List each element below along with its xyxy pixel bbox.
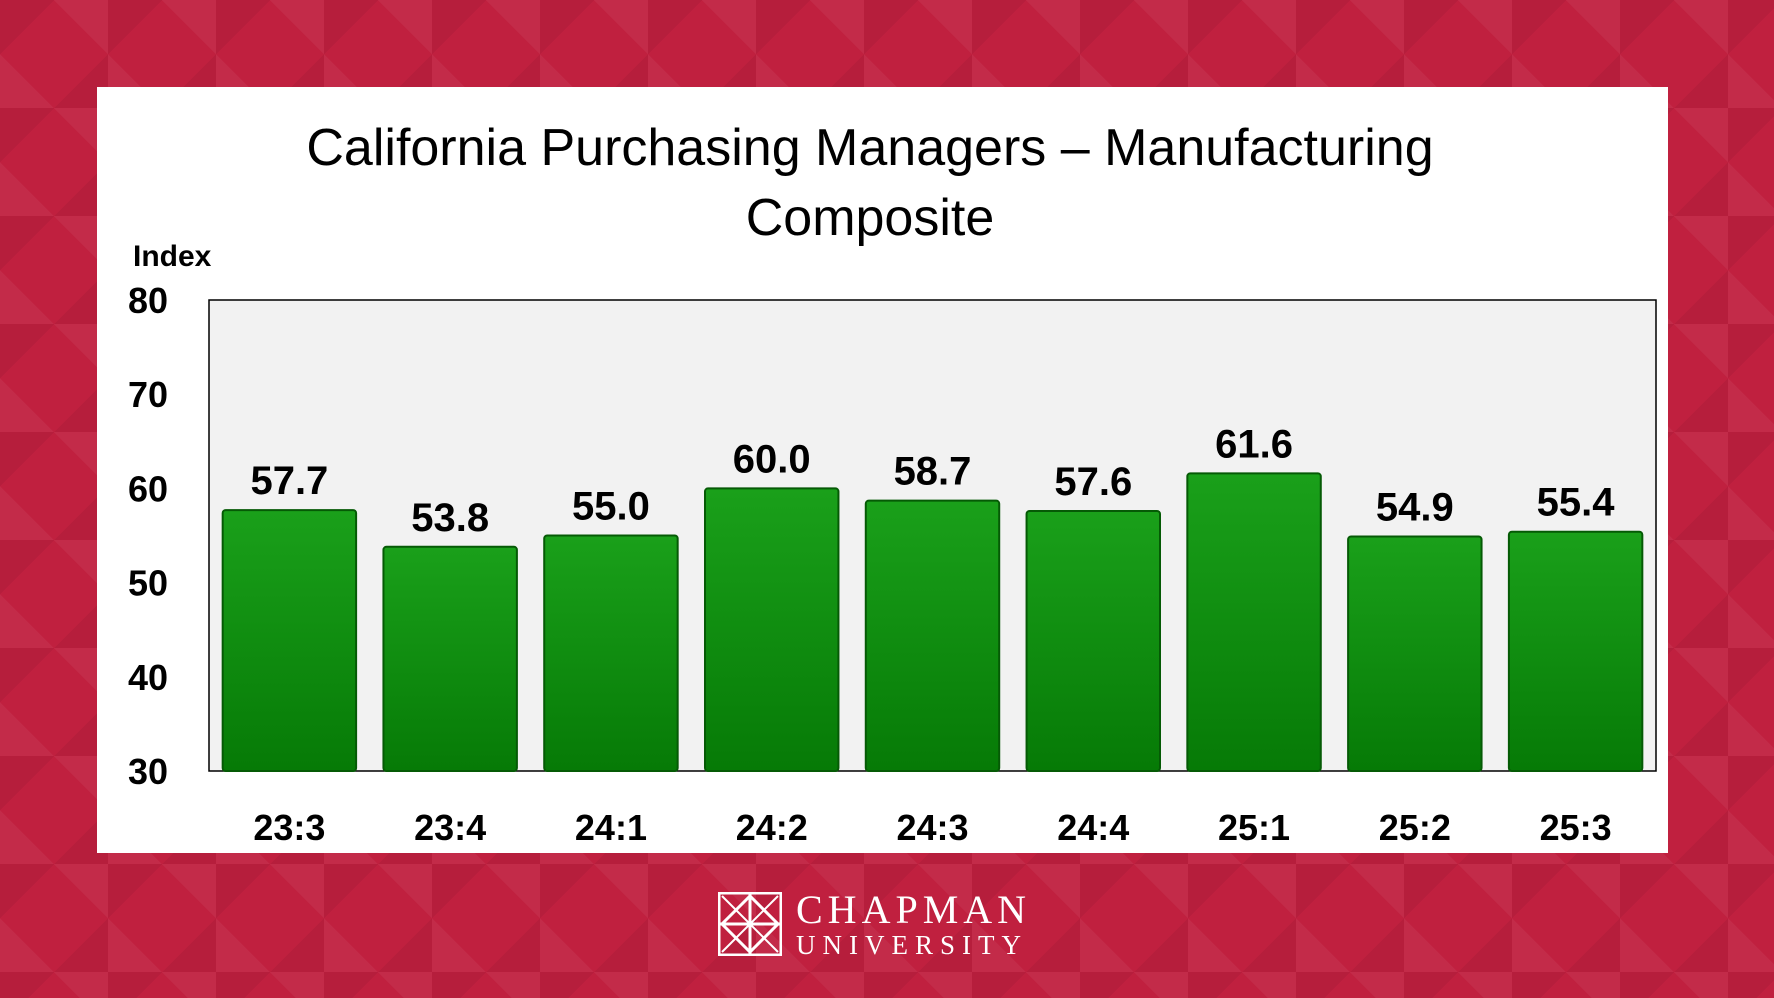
bar: [382, 545, 518, 773]
x-tick-label: 24:4: [1057, 807, 1129, 848]
y-tick-label: 40: [128, 657, 168, 698]
bar-value-label: 57.7: [250, 459, 328, 503]
bar: [543, 534, 679, 772]
x-tick-label: 23:3: [253, 807, 325, 848]
bar-value-label: 61.6: [1215, 422, 1293, 466]
logo-wordmark-chapman: CHAPMAN: [796, 886, 1032, 932]
chapman-university-logo: CHAPMAN UNIVERSITY: [718, 886, 1032, 960]
x-tick-label: 24:1: [575, 807, 647, 848]
y-tick-label: 50: [128, 563, 168, 604]
chapman-window-logo-icon: [718, 892, 782, 956]
bar-value-label: 58.7: [894, 450, 972, 494]
x-tick-label: 25:2: [1379, 807, 1451, 848]
bar-value-label: 60.0: [733, 437, 811, 481]
bar: [1347, 535, 1483, 773]
y-axis-ticks: 80 70 60 50 40 30: [128, 280, 168, 792]
bar: [1025, 510, 1162, 772]
data-labels: 57.7 53.8 55.0 60.0 58.7 57.6 61.6 54.9 55.4: [250, 422, 1615, 539]
y-tick-label: 60: [128, 468, 168, 509]
chart-title-line-2: Composite: [746, 189, 995, 247]
y-tick-label: 70: [128, 374, 168, 415]
y-tick-label: 80: [128, 280, 168, 321]
bars: [221, 472, 1644, 773]
bar-value-label: 57.6: [1054, 460, 1132, 504]
bar: [703, 487, 840, 772]
x-tick-label: 25:3: [1540, 807, 1612, 848]
bar: [221, 509, 358, 772]
bar-value-label: 53.8: [411, 496, 489, 540]
y-tick-label: 30: [128, 751, 168, 792]
bar-value-label: 54.9: [1376, 485, 1454, 529]
logo-wordmark-university: UNIVERSITY: [796, 929, 1028, 960]
chart-title-line-1: California Purchasing Managers – Manufac…: [306, 119, 1433, 177]
x-axis-ticks: 23:3 23:4 24:1 24:2 24:3 24:4 25:1 25:2 25:3: [253, 807, 1611, 848]
bar-value-label: 55.0: [572, 485, 650, 529]
bar: [864, 499, 1001, 772]
bar-value-label: 55.4: [1537, 481, 1616, 525]
x-tick-label: 25:1: [1218, 807, 1290, 848]
y-axis-label: Index: [133, 240, 212, 273]
bar: [1186, 472, 1322, 772]
x-tick-label: 24:2: [736, 807, 808, 848]
x-tick-label: 24:3: [896, 807, 968, 848]
bar: [1507, 530, 1644, 772]
x-tick-label: 23:4: [414, 807, 486, 848]
